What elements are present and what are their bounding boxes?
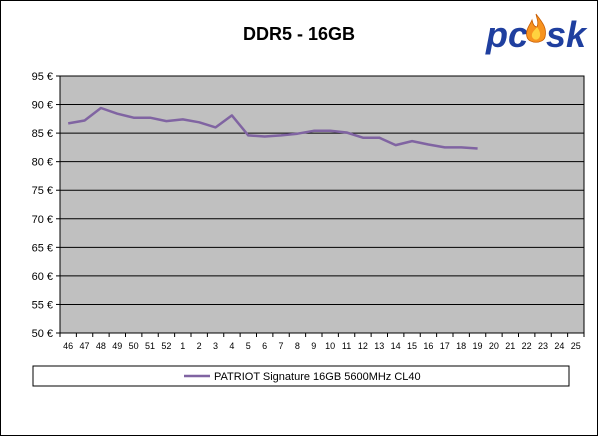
- x-tick-label: 4: [229, 341, 234, 351]
- x-tick-label: 8: [295, 341, 300, 351]
- x-axis: 46 47 48 49 50 51 52 1 2 3 4 5 6 7 8 9 10 11 12 13 14 15 16 17 1…: [59, 333, 585, 351]
- x-tick-label: 12: [358, 341, 368, 351]
- logo-text-pc: pc: [485, 14, 528, 55]
- series-layer: [67, 106, 478, 150]
- y-axis: 50 € 55 € 60 € 65 € 70 € 75 € 80 € 85 € 90 € 95 €: [32, 71, 60, 340]
- x-tick-label: 18: [456, 341, 466, 351]
- y-tick-label: 65 €: [32, 242, 53, 254]
- x-tick-label: 14: [391, 341, 401, 351]
- x-tick-label: 50: [129, 341, 139, 351]
- legend: PATRIOT Signature 16GB 5600MHz CL40: [32, 365, 570, 387]
- x-tick-label: 48: [96, 341, 106, 351]
- series-line: [67, 106, 478, 150]
- x-tick-label: 49: [112, 341, 122, 351]
- plot-area: [59, 75, 585, 334]
- y-tick-label: 85 €: [32, 128, 53, 140]
- x-tick-label: 11: [342, 341, 351, 351]
- x-tick-label: 1: [180, 341, 185, 351]
- flame-icon: [526, 13, 546, 43]
- x-tick-label: 2: [197, 341, 202, 351]
- x-tick-label: 13: [374, 341, 384, 351]
- y-tick-label: 50 €: [32, 328, 53, 340]
- logo-text-sk: sk: [546, 14, 588, 55]
- y-tick-label: 55 €: [32, 299, 53, 311]
- x-tick-label: 16: [423, 341, 433, 351]
- legend-box: [32, 365, 570, 387]
- y-tick-label: 90 €: [32, 100, 53, 112]
- pcosk-logo: pc sk: [484, 13, 589, 56]
- y-tick-label: 75 €: [32, 185, 53, 197]
- x-tick-label: 20: [489, 341, 499, 351]
- x-tick-label: 52: [161, 341, 171, 351]
- x-tick-label: 10: [325, 341, 335, 351]
- x-tick-label: 15: [407, 341, 417, 351]
- grid-lines: [60, 75, 584, 334]
- x-tick-label: 51: [145, 341, 155, 351]
- x-tick-label: 46: [63, 341, 73, 351]
- x-tick-label: 24: [554, 341, 564, 351]
- x-tick-label: 7: [279, 341, 284, 351]
- legend-label: PATRIOT Signature 16GB 5600MHz CL40: [214, 371, 421, 383]
- y-tick-label: 95 €: [32, 71, 53, 83]
- x-tick-label: 23: [538, 341, 548, 351]
- y-tick-label: 60 €: [32, 271, 53, 283]
- x-tick-label: 9: [311, 341, 316, 351]
- x-tick-label: 5: [246, 341, 251, 351]
- y-tick-label: 80 €: [32, 157, 53, 169]
- x-tick-label: 3: [213, 341, 218, 351]
- x-tick-label: 21: [505, 341, 515, 351]
- y-tick-label: 70 €: [32, 214, 53, 226]
- chart-title: DDR5 - 16GB: [243, 24, 355, 44]
- x-tick-label: 6: [262, 341, 267, 351]
- x-tick-label: 22: [522, 341, 532, 351]
- x-tick-label: 47: [80, 341, 90, 351]
- x-tick-label: 17: [440, 341, 450, 351]
- x-tick-label: 25: [571, 341, 581, 351]
- x-tick-label: 19: [473, 341, 483, 351]
